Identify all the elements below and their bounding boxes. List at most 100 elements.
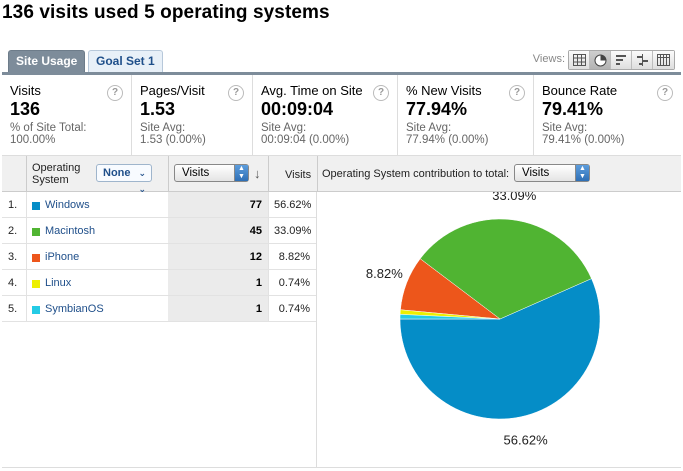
page-title: 136 visits used 5 operating systems	[2, 2, 330, 23]
metrics-summary: Visits 136 % of Site Total: 100.00% ? Pa…	[2, 72, 681, 156]
table-row: 2. Macintosh 45 33.09%	[2, 218, 316, 244]
table-header: Operating System None ⌄ ⌄ Visits ▲ ▼ ↓ Vis…	[2, 156, 681, 194]
divider	[268, 296, 269, 321]
contribution-select[interactable]: Visits ▲ ▼	[514, 164, 590, 182]
visits-cell: 1	[168, 296, 268, 321]
pie-label-macintosh: 33.09%	[492, 192, 537, 203]
help-icon[interactable]: ?	[657, 85, 673, 101]
performance-view-icon[interactable]	[611, 51, 632, 69]
help-icon[interactable]: ?	[509, 85, 525, 101]
os-link[interactable]: Linux	[45, 277, 72, 289]
help-icon[interactable]: ?	[228, 85, 244, 101]
view-switcher	[568, 50, 675, 70]
table-row: 4. Linux 1 0.74%	[2, 270, 316, 296]
metric-sub: Site Avg:	[140, 122, 186, 134]
divider	[168, 156, 169, 192]
metric-sub-value: 100.00%	[10, 134, 56, 146]
metric-label: Pages/Visit	[140, 83, 205, 98]
metric-select[interactable]: Visits ▲ ▼	[174, 164, 249, 182]
row-number: 3.	[8, 251, 18, 263]
metric-sub-value: 77.94% (0.00%)	[406, 134, 489, 146]
divider	[268, 244, 269, 269]
visits-cell: 45	[168, 218, 268, 243]
os-link[interactable]: Windows	[45, 199, 90, 211]
metric-pages-visit: Pages/Visit 1.53 Site Avg: 1.53 (0.00%) …	[132, 75, 253, 155]
row-number: 5.	[8, 303, 18, 315]
visits-cell: 1	[168, 270, 268, 295]
metric-sub: % of Site Total:	[10, 122, 87, 134]
select-arrows-icon: ▲ ▼	[575, 165, 589, 181]
row-number: 1.	[8, 199, 18, 211]
metric-label: Bounce Rate	[542, 83, 618, 98]
pie-slice-macintosh[interactable]	[419, 218, 592, 320]
tab-bar: Site Usage Goal Set 1 Views:	[8, 50, 675, 72]
row-number: 4.	[8, 277, 18, 289]
pie-chart: 56.62% 33.09% 8.82%	[366, 192, 601, 447]
pie-view-icon[interactable]	[590, 51, 611, 69]
divider	[268, 218, 269, 243]
segment-button-label: None	[103, 167, 131, 179]
metric-avg-time: Avg. Time on Site 00:09:04 Site Avg: 00:…	[253, 75, 398, 155]
percent-value: 8.82%	[278, 251, 310, 263]
chevron-down-icon: ⌄ ⌄	[138, 168, 146, 194]
divider	[26, 192, 27, 217]
pie-slice-symbianos[interactable]	[399, 314, 501, 320]
table-view-icon[interactable]	[569, 51, 590, 69]
metric-label: Visits	[10, 83, 41, 98]
pie-slice-windows[interactable]	[399, 278, 601, 420]
metric-label: Avg. Time on Site	[261, 83, 363, 98]
os-link[interactable]: SymbianOS	[45, 303, 104, 315]
divider	[268, 156, 269, 192]
table-row: 5. SymbianOS 1 0.74%	[2, 296, 316, 322]
visits-value: 1	[255, 303, 262, 315]
pivot-view-icon[interactable]	[653, 51, 674, 69]
percent-value: 0.74%	[278, 277, 310, 289]
divider	[26, 296, 27, 321]
metric-select-value: Visits	[182, 167, 210, 179]
divider	[268, 270, 269, 295]
legend-swatch	[32, 254, 40, 262]
divider	[317, 156, 318, 192]
metric-sub-value: 79.41% (0.00%)	[542, 134, 625, 146]
comparison-view-icon[interactable]	[632, 51, 653, 69]
divider	[26, 156, 27, 192]
divider	[268, 192, 269, 217]
legend-swatch	[32, 202, 40, 210]
help-icon[interactable]: ?	[373, 85, 389, 101]
metric-value: 79.41%	[542, 99, 604, 119]
pie-chart-area: 56.62% 33.09% 8.82%	[318, 192, 681, 467]
os-link[interactable]: Macintosh	[45, 225, 96, 237]
percent-value: 56.62%	[274, 199, 312, 211]
visits-cell: 77	[168, 192, 268, 217]
segment-button[interactable]: None ⌄ ⌄	[96, 164, 152, 194]
table-row: 1. Windows 77 56.62%	[2, 192, 316, 218]
legend-swatch	[32, 306, 40, 314]
metric-value: 1.53	[140, 99, 176, 119]
contribution-select-value: Visits	[522, 167, 550, 179]
metric-sub-value: 1.53 (0.00%)	[140, 134, 206, 146]
metric-visits: Visits 136 % of Site Total: 100.00% ?	[2, 75, 132, 155]
visits-column-header: Visits	[285, 169, 312, 181]
os-link[interactable]: iPhone	[45, 251, 80, 263]
select-arrows-icon: ▲ ▼	[234, 165, 248, 181]
pie-label-windows: 56.62%	[504, 432, 549, 447]
visits-value: 12	[249, 251, 262, 263]
row-number: 2.	[8, 225, 18, 237]
visits-value: 1	[255, 277, 262, 289]
table-row: 3. iPhone 12 8.82%	[2, 244, 316, 270]
metric-new-visits: % New Visits 77.94% Site Avg: 77.94% (0.…	[398, 75, 534, 155]
divider	[26, 270, 27, 295]
divider	[26, 218, 27, 243]
metric-label: % New Visits	[406, 83, 482, 98]
tab-goal-set-1[interactable]: Goal Set 1	[88, 50, 163, 72]
visits-value: 77	[249, 199, 262, 211]
help-icon[interactable]: ?	[107, 85, 123, 101]
report-table: Operating System None ⌄ ⌄ Visits ▲ ▼ ↓ Vis…	[2, 156, 681, 468]
metric-bounce-rate: Bounce Rate 79.41% Site Avg: 79.41% (0.0…	[534, 75, 681, 155]
tab-site-usage[interactable]: Site Usage	[8, 50, 86, 72]
metric-sub: Site Avg:	[542, 122, 588, 134]
divider	[26, 244, 27, 269]
sort-descending-icon[interactable]: ↓	[254, 166, 261, 181]
metric-value: 77.94%	[406, 99, 468, 119]
metric-sub: Site Avg:	[406, 122, 452, 134]
